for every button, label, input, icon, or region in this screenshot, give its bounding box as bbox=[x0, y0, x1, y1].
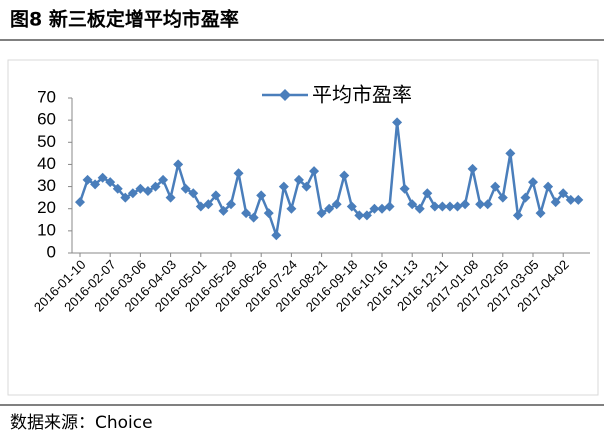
chart-frame bbox=[7, 59, 599, 396]
point-marker bbox=[354, 210, 365, 221]
point-marker bbox=[565, 194, 576, 205]
point-marker bbox=[210, 190, 221, 201]
point-marker bbox=[316, 208, 327, 219]
point-marker bbox=[218, 205, 229, 216]
legend-marker bbox=[279, 89, 291, 101]
point-marker bbox=[452, 201, 463, 212]
point-marker bbox=[142, 186, 153, 196]
point-marker bbox=[135, 183, 146, 194]
point-marker bbox=[482, 199, 493, 210]
point-marker bbox=[429, 201, 440, 212]
point-marker bbox=[82, 174, 93, 185]
point-marker bbox=[271, 230, 282, 241]
y-tick-label: 10 bbox=[37, 220, 56, 239]
point-marker bbox=[550, 197, 561, 208]
point-marker bbox=[293, 174, 304, 185]
point-marker bbox=[422, 188, 433, 199]
chart-title: 图8 新三板定增平均市盈率 bbox=[10, 8, 239, 31]
point-marker bbox=[150, 181, 161, 192]
point-marker bbox=[309, 166, 320, 177]
point-marker bbox=[263, 208, 274, 219]
point-marker bbox=[467, 163, 478, 174]
series-line bbox=[78, 122, 579, 236]
y-tick-label: 30 bbox=[37, 176, 56, 195]
point-marker bbox=[528, 177, 538, 188]
point-marker bbox=[414, 203, 425, 214]
point-marker bbox=[384, 201, 395, 212]
point-marker bbox=[158, 174, 169, 185]
y-tick-label: 20 bbox=[37, 198, 56, 217]
point-marker bbox=[97, 172, 108, 183]
point-marker bbox=[535, 208, 546, 219]
y-tick-label: 40 bbox=[37, 154, 56, 173]
point-marker bbox=[256, 190, 267, 201]
point-marker bbox=[173, 159, 184, 170]
point-marker bbox=[361, 210, 372, 221]
point-marker bbox=[90, 179, 101, 190]
point-marker bbox=[75, 197, 85, 208]
point-marker bbox=[346, 201, 357, 212]
point-marker bbox=[248, 212, 259, 223]
point-marker bbox=[195, 201, 206, 212]
y-tick-label: 60 bbox=[37, 110, 56, 129]
point-marker bbox=[203, 199, 214, 210]
point-marker bbox=[165, 192, 176, 203]
point-marker bbox=[497, 192, 508, 203]
point-marker bbox=[444, 201, 455, 212]
point-marker bbox=[301, 181, 312, 192]
point-marker bbox=[241, 208, 252, 219]
point-marker bbox=[112, 183, 123, 194]
y-tick-label: 50 bbox=[37, 132, 56, 151]
point-marker bbox=[331, 199, 342, 210]
source: 数据来源：Choice bbox=[10, 413, 153, 433]
point-marker bbox=[105, 177, 116, 188]
point-marker bbox=[460, 199, 471, 210]
y-tick-label: 70 bbox=[37, 87, 56, 106]
legend-label: 平均市盈率 bbox=[312, 83, 412, 107]
point-marker bbox=[505, 148, 516, 159]
point-marker bbox=[226, 199, 236, 210]
point-marker bbox=[377, 203, 387, 214]
point-marker bbox=[573, 194, 584, 205]
point-marker bbox=[233, 168, 244, 179]
point-marker bbox=[437, 201, 448, 212]
point-marker bbox=[399, 183, 410, 194]
y-tick-label: 0 bbox=[47, 242, 56, 261]
point-marker bbox=[278, 181, 289, 192]
point-marker bbox=[543, 181, 554, 192]
point-marker bbox=[180, 183, 191, 194]
point-marker bbox=[324, 203, 335, 214]
point-marker bbox=[120, 192, 131, 203]
point-marker bbox=[339, 170, 350, 181]
point-marker bbox=[407, 199, 418, 210]
point-marker bbox=[127, 188, 138, 199]
point-marker bbox=[490, 181, 501, 192]
point-marker bbox=[520, 192, 531, 203]
point-marker bbox=[475, 199, 486, 210]
point-marker bbox=[369, 203, 380, 214]
point-marker bbox=[558, 188, 569, 199]
point-marker bbox=[286, 203, 297, 214]
point-marker bbox=[188, 188, 199, 199]
point-marker bbox=[512, 210, 523, 221]
point-marker bbox=[392, 117, 403, 128]
